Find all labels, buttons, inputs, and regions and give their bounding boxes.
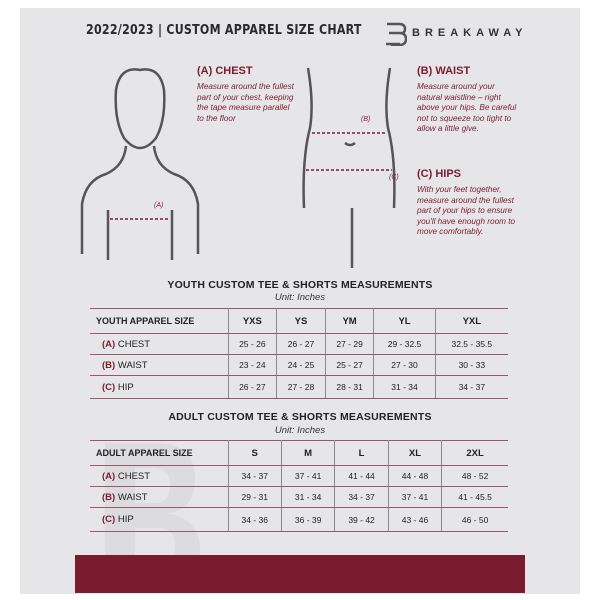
table-row: (C) HIP 26 - 27 27 - 28 28 - 31 31 - 34 34 - …	[90, 375, 508, 399]
header-cell: YS	[276, 308, 326, 334]
cell: 25 - 26	[228, 333, 278, 355]
table-row: (C) HIP 34 - 36 36 - 39 39 - 42 43 - 46 46 - …	[90, 507, 508, 532]
footer-bar	[75, 555, 525, 593]
table-row: (A) CHEST 34 - 37 37 - 41 41 - 44 44 - 48 48 …	[90, 465, 508, 487]
brand-name: BREAKAWAY	[412, 27, 528, 39]
row-code: (A)	[102, 470, 116, 482]
table-header-row: ADULT APPAREL SIZE S M L XL 2XL	[90, 440, 508, 466]
chest-instructions: Measure around the fullest part of your …	[197, 82, 294, 123]
youth-size-table: YOUTH APPAREL SIZE YXS YS YM YL YXL (A) …	[90, 308, 508, 399]
chest-heading: (A) CHEST	[197, 65, 253, 77]
cell: 41 - 45.5	[441, 486, 508, 508]
cell: 26 - 27	[276, 333, 326, 355]
row-label: (A) CHEST	[90, 333, 229, 355]
cell: 34 - 37	[228, 465, 282, 487]
row-name: CHEST	[117, 338, 151, 350]
row-name: WAIST	[117, 359, 148, 371]
cell: 48 - 52	[441, 465, 508, 487]
chest-figure-illustration	[80, 68, 200, 260]
row-code: (B)	[102, 491, 116, 503]
adult-unit: Unit: Inches	[274, 425, 326, 436]
header-cell: XL	[388, 440, 443, 466]
chest-marker: (A)	[154, 202, 164, 209]
cell: 34 - 36	[228, 507, 282, 532]
cell: 24 - 25	[276, 354, 326, 376]
header-cell: 2XL	[441, 440, 508, 466]
header-cell: ADULT APPAREL SIZE	[90, 440, 229, 466]
cell: 44 - 48	[388, 465, 443, 487]
row-name: WAIST	[117, 491, 148, 503]
table-row: (B) WAIST 23 - 24 24 - 25 25 - 27 27 - 30 30 …	[90, 354, 508, 376]
row-name: CHEST	[117, 470, 151, 482]
cell: 43 - 46	[388, 507, 443, 532]
row-code: (A)	[102, 338, 116, 350]
cell: 34 - 37	[334, 486, 389, 508]
row-name: HIP	[117, 514, 134, 525]
header-cell: M	[281, 440, 336, 466]
waist-instructions: Measure around your natural waistline – …	[417, 82, 517, 133]
cell: 30 - 33	[435, 354, 508, 376]
header-cell: S	[228, 440, 282, 466]
row-label: (A) CHEST	[90, 465, 229, 487]
cell: 28 - 31	[325, 375, 375, 399]
youth-unit: Unit: Inches	[274, 292, 326, 303]
row-code: (C)	[102, 514, 116, 525]
waist-heading: (B) WAIST	[417, 65, 471, 77]
row-label: (B) WAIST	[90, 486, 229, 508]
page-title: 2022/2023 | CUSTOM APPAREL SIZE CHART	[86, 23, 362, 38]
adult-table-title: ADULT CUSTOM TEE & SHORTS MEASUREMENTS	[168, 411, 432, 423]
cell: 27 - 30	[373, 354, 436, 376]
cell: 26 - 27	[228, 375, 278, 399]
header-cell: YL	[373, 308, 436, 334]
cell: 31 - 34	[281, 486, 336, 508]
row-name: HIP	[117, 381, 134, 393]
cell: 34 - 37	[435, 375, 508, 399]
header-cell: L	[334, 440, 389, 466]
cell: 29 - 31	[228, 486, 282, 508]
row-code: (B)	[102, 359, 116, 371]
adult-size-table: ADULT APPAREL SIZE S M L XL 2XL (A) CHES…	[90, 440, 508, 532]
table-row: (A) CHEST 25 - 26 26 - 27 27 - 29 29 - 32.5 3…	[90, 333, 508, 355]
cell: 23 - 24	[228, 354, 278, 376]
cell: 46 - 50	[441, 507, 508, 532]
hips-instructions: With your feet together, measure around …	[417, 185, 516, 236]
row-label: (C) HIP	[90, 375, 229, 399]
breakaway-logo-icon	[386, 22, 407, 46]
header-cell: YXS	[228, 308, 278, 334]
header-cell: YM	[325, 308, 375, 334]
row-label: (B) WAIST	[90, 354, 229, 376]
cell: 31 - 34	[373, 375, 436, 399]
cell: 36 - 39	[281, 507, 336, 532]
row-code: (C)	[102, 381, 116, 393]
header-cell: YOUTH APPAREL SIZE	[90, 308, 229, 334]
cell: 39 - 42	[334, 507, 389, 532]
cell: 29 - 32.5	[373, 333, 436, 355]
hips-marker: (C)	[389, 174, 399, 181]
hips-heading: (C) HIPS	[417, 168, 461, 180]
cell: 32.5 - 35.5	[435, 333, 508, 355]
cell: 25 - 27	[325, 354, 375, 376]
table-row: (B) WAIST 29 - 31 31 - 34 34 - 37 37 - 41 41 …	[90, 486, 508, 508]
cell: 37 - 41	[388, 486, 443, 508]
header-cell: YXL	[435, 308, 508, 334]
cell: 27 - 29	[325, 333, 375, 355]
youth-table-title: YOUTH CUSTOM TEE & SHORTS MEASUREMENTS	[167, 279, 433, 291]
waist-hips-figure-illustration	[302, 67, 396, 268]
row-label: (C) HIP	[90, 507, 229, 532]
waist-marker: (B)	[361, 116, 371, 123]
cell: 41 - 44	[334, 465, 389, 487]
table-header-row: YOUTH APPAREL SIZE YXS YS YM YL YXL	[90, 308, 508, 334]
size-chart-page: 2022/2023 | CUSTOM APPAREL SIZE CHART BR…	[20, 8, 580, 594]
cell: 27 - 28	[276, 375, 326, 399]
cell: 37 - 41	[281, 465, 336, 487]
